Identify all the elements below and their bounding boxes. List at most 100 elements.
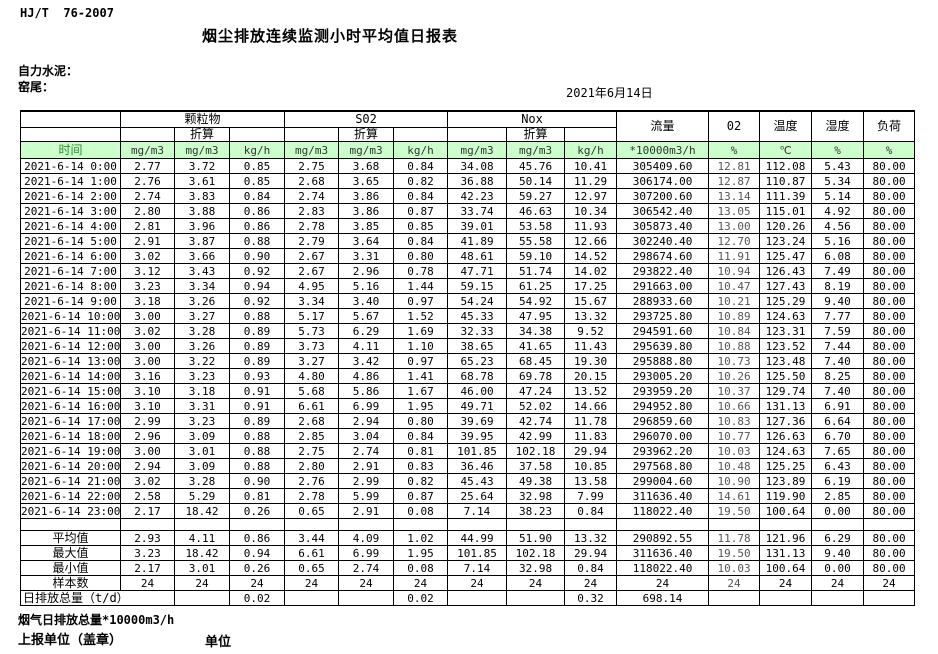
value-cell: 10.03: [708, 443, 761, 459]
value-cell: 80.00: [863, 503, 916, 519]
value-cell: 3.72: [174, 158, 230, 174]
value-cell: 6.19: [811, 473, 865, 489]
value-cell: 123.31: [759, 323, 813, 339]
value-cell: 19.50: [708, 503, 761, 519]
value-cell: 10.47: [708, 278, 761, 294]
unit-pm-converted-mg: mg/m3: [174, 141, 230, 159]
spacer-cell: [447, 518, 508, 531]
value-cell: 6.61: [284, 398, 340, 414]
value-cell: 2.76: [284, 473, 340, 489]
value-cell: 12.87: [708, 173, 761, 189]
value-cell: 80.00: [863, 158, 916, 174]
value-cell: 127.36: [759, 413, 813, 429]
value-cell: 1.41: [393, 368, 449, 384]
value-cell: 11.93: [564, 218, 618, 234]
value-cell: 13.32: [564, 308, 618, 324]
value-cell: 59.27: [506, 188, 566, 204]
subheader-blank: [120, 127, 175, 142]
value-cell: 311636.40: [616, 488, 710, 504]
value-cell: 3.10: [120, 398, 175, 414]
value-cell: 7.65: [811, 443, 865, 459]
table-row: 2021-6-14 4:00 2.81 3.96 0.86 2.78 3.85 0.85 39…: [20, 218, 916, 234]
daily-total-value: [863, 590, 916, 606]
time-cell: 2021-6-14 4:00: [20, 218, 121, 234]
report-date: 2021年6月14日: [566, 86, 653, 100]
value-cell: 65.23: [447, 353, 508, 369]
table-row: 2021-6-14 12:00 3.00 3.26 0.89 3.73 4.11 1.10 3…: [20, 338, 916, 354]
value-cell: 0.90: [228, 248, 286, 264]
summary-label: 平均值: [20, 530, 121, 546]
spacer-cell: [811, 518, 865, 531]
value-cell: 6.70: [811, 428, 865, 444]
value-cell: 2.96: [338, 263, 395, 279]
value-cell: 3.86: [338, 188, 395, 204]
summary-value: 3.23: [120, 545, 175, 561]
value-cell: 2.74: [120, 188, 175, 204]
spacer-cell: [759, 518, 813, 531]
value-cell: 302240.40: [616, 233, 710, 249]
value-cell: 80.00: [863, 338, 916, 354]
spacer-cell: [120, 518, 175, 531]
table-row: 2021-6-14 20:00 2.94 3.09 0.88 2.80 2.91 0.83 3…: [20, 458, 916, 474]
value-cell: 110.87: [759, 173, 813, 189]
value-cell: 3.65: [338, 173, 395, 189]
value-cell: 6.43: [811, 458, 865, 474]
value-cell: 298674.60: [616, 248, 710, 264]
value-cell: 3.02: [120, 323, 175, 339]
value-cell: 11.91: [708, 248, 761, 264]
value-cell: 1.52: [393, 308, 449, 324]
value-cell: 3.10: [120, 383, 175, 399]
summary-value: 2.17: [120, 560, 175, 576]
value-cell: 0.88: [228, 458, 286, 474]
value-cell: 7.49: [811, 263, 865, 279]
value-cell: 80.00: [863, 293, 916, 309]
summary-value: 6.29: [811, 530, 865, 546]
summary-value: 24: [811, 575, 865, 591]
value-cell: 7.14: [447, 503, 508, 519]
col-header-load: 负荷: [863, 110, 916, 142]
value-cell: 307200.60: [616, 188, 710, 204]
daily-total-label: 日排放总量（t/d）: [20, 590, 175, 606]
value-cell: 3.01: [174, 443, 230, 459]
daily-total-value: [338, 590, 395, 606]
time-cell: 2021-6-14 5:00: [20, 233, 121, 249]
value-cell: 4.11: [338, 338, 395, 354]
value-cell: 3.43: [174, 263, 230, 279]
value-cell: 80.00: [863, 488, 916, 504]
summary-value: 290892.55: [616, 530, 710, 546]
summary-value: 24: [393, 575, 449, 591]
unit-pm-kg: kg/h: [228, 141, 286, 159]
summary-value: 32.98: [506, 560, 566, 576]
value-cell: 0.97: [393, 353, 449, 369]
value-cell: 0.90: [228, 473, 286, 489]
value-cell: 5.73: [284, 323, 340, 339]
spacer-cell: [20, 518, 121, 531]
summary-value: 13.32: [564, 530, 618, 546]
value-cell: 0.00: [811, 503, 865, 519]
value-cell: 69.78: [506, 368, 566, 384]
spacer-cell: [338, 518, 395, 531]
value-cell: 0.84: [393, 428, 449, 444]
summary-row: 平均值 2.93 4.11 0.86 3.44 4.09 1.02 44.99 51.90 13.…: [20, 530, 916, 546]
value-cell: 80.00: [863, 443, 916, 459]
value-cell: 33.74: [447, 203, 508, 219]
summary-value: 24: [564, 575, 618, 591]
value-cell: 0.82: [393, 473, 449, 489]
value-cell: 53.58: [506, 218, 566, 234]
value-cell: 125.29: [759, 293, 813, 309]
spacer-cell: [228, 518, 286, 531]
value-cell: 0.81: [393, 443, 449, 459]
value-cell: 2.78: [284, 488, 340, 504]
value-cell: 1.67: [393, 383, 449, 399]
value-cell: 0.84: [393, 188, 449, 204]
value-cell: 51.74: [506, 263, 566, 279]
subheader-converted-nox: 折算: [506, 127, 566, 142]
summary-value: 24: [174, 575, 230, 591]
value-cell: 3.00: [120, 338, 175, 354]
value-cell: 80.00: [863, 398, 916, 414]
spacer-cell: [616, 518, 710, 531]
value-cell: 2.99: [120, 413, 175, 429]
value-cell: 2.91: [338, 503, 395, 519]
value-cell: 3.02: [120, 473, 175, 489]
daily-total-value: [759, 590, 813, 606]
